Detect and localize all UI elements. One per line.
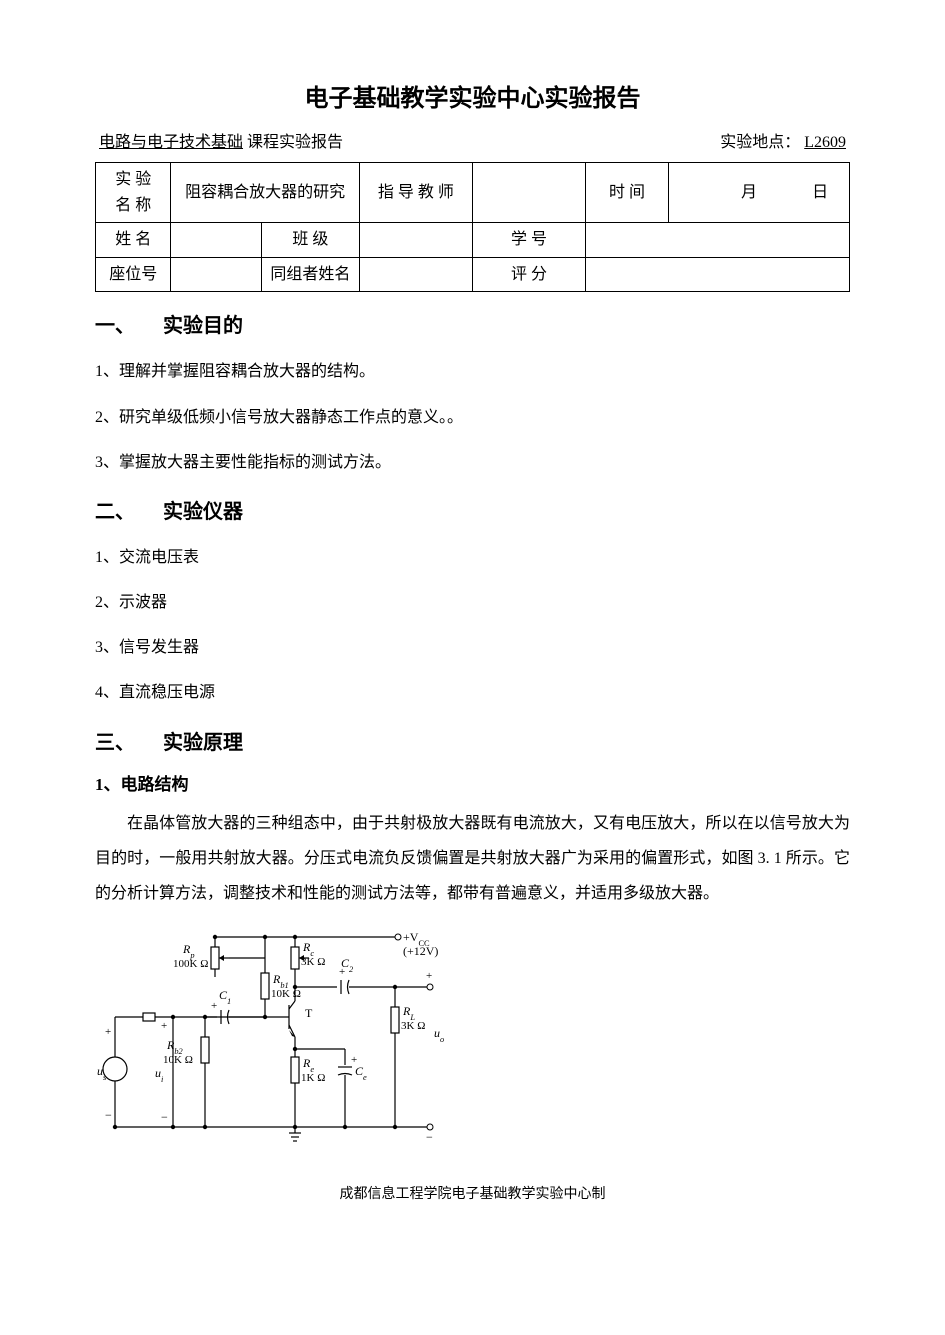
cell-instructor-label: 指 导 教 师 <box>359 162 472 222</box>
s2-item-1: 1、交流电压表 <box>95 540 850 575</box>
svg-text:3K Ω: 3K Ω <box>401 1020 425 1032</box>
svg-text:+: + <box>426 970 432 982</box>
cell-seat-value <box>171 257 261 292</box>
section-3-paragraph: 在晶体管放大器的三种组态中，由于共射极放大器既有电流放大，又有电压放大，所以在以… <box>95 806 850 912</box>
s1-item-1: 1、理解并掌握阻容耦合放大器的结构。 <box>95 354 850 389</box>
report-title: 电子基础教学实验中心实验报告 <box>95 80 850 118</box>
circuit-svg: +VCC(+12V)Rp100K ΩRb110K ΩRc3K ΩT+C2+RL3… <box>95 917 455 1147</box>
section-1-heading: 一、 实验目的 <box>95 310 850 342</box>
svg-text:uo: uo <box>434 1026 444 1044</box>
section-2-num: 二、 <box>95 501 135 523</box>
svg-text:−: − <box>161 1110 168 1124</box>
location-label: 实验地点： <box>720 134 800 151</box>
section-3-num: 三、 <box>95 732 135 754</box>
header-row: 电路与电子技术基础课程实验报告 实验地点：L2609 <box>95 130 850 156</box>
svg-text:(+12V): (+12V) <box>403 944 438 958</box>
section-1-num: 一、 <box>95 315 135 337</box>
section-1-title: 实验目的 <box>163 315 243 337</box>
table-row: 座位号 同组者姓名 评 分 <box>96 257 850 292</box>
course-info: 电路与电子技术基础课程实验报告 <box>95 130 343 156</box>
course-name: 电路与电子技术基础 <box>95 134 247 151</box>
svg-text:Re: Re <box>302 1056 314 1074</box>
cell-name-value <box>171 223 261 258</box>
svg-text:Ce: Ce <box>355 1064 367 1082</box>
month-label: 月 <box>690 180 757 206</box>
s1-item-3: 3、掌握放大器主要性能指标的测试方法。 <box>95 445 850 480</box>
s2-item-2: 2、示波器 <box>95 585 850 620</box>
svg-text:Rp: Rp <box>182 942 195 960</box>
cell-partner-value <box>359 257 472 292</box>
footer-text: 成都信息工程学院电子基础教学实验中心制 <box>95 1184 850 1206</box>
section-3-subheading: 1、电路结构 <box>95 771 850 798</box>
day-label: 日 <box>761 180 828 206</box>
svg-text:RL: RL <box>402 1004 415 1022</box>
svg-text:ui: ui <box>155 1066 164 1084</box>
svg-text:10K Ω: 10K Ω <box>271 988 301 1000</box>
svg-text:T: T <box>305 1006 313 1020</box>
cell-class-label: 班 级 <box>261 223 359 258</box>
table-row: 姓 名 班 级 学 号 <box>96 223 850 258</box>
cell-class-value <box>359 223 472 258</box>
location-info: 实验地点：L2609 <box>720 130 850 156</box>
cell-partner-label: 同组者姓名 <box>261 257 359 292</box>
s1-item-2: 2、研究单级低频小信号放大器静态工作点的意义。。 <box>95 400 850 435</box>
section-2-heading: 二、 实验仪器 <box>95 496 850 528</box>
cell-seat-label: 座位号 <box>96 257 171 292</box>
cell-instructor-value <box>472 162 585 222</box>
section-2-title: 实验仪器 <box>163 501 243 523</box>
svg-text:1K Ω: 1K Ω <box>301 1072 325 1084</box>
svg-text:+: + <box>105 1026 111 1038</box>
location-value: L2609 <box>800 134 850 151</box>
s2-item-3: 3、信号发生器 <box>95 630 850 665</box>
cell-exp-name-value: 阻容耦合放大器的研究 <box>171 162 359 222</box>
svg-text:+: + <box>211 1000 217 1012</box>
cell-id-value <box>586 223 850 258</box>
cell-score-label: 评 分 <box>472 257 585 292</box>
s2-item-4: 4、直流稳压电源 <box>95 675 850 710</box>
svg-text:+: + <box>161 1020 167 1032</box>
table-row: 实 验 名 称 阻容耦合放大器的研究 指 导 教 师 时 间 月 日 <box>96 162 850 222</box>
cell-name-label: 姓 名 <box>96 223 171 258</box>
circuit-diagram: +VCC(+12V)Rp100K ΩRb110K ΩRc3K ΩT+C2+RL3… <box>95 917 850 1156</box>
svg-text:10K Ω: 10K Ω <box>163 1054 193 1066</box>
cell-score-value <box>586 257 850 292</box>
course-suffix: 课程实验报告 <box>247 134 343 151</box>
svg-text:C1: C1 <box>219 988 231 1006</box>
svg-text:100K Ω: 100K Ω <box>173 958 208 970</box>
svg-text:−: − <box>105 1108 112 1122</box>
svg-text:−: − <box>426 1130 433 1144</box>
svg-text:Rc: Rc <box>302 940 314 958</box>
svg-text:Rb2: Rb2 <box>166 1038 183 1056</box>
section-3-heading: 三、 实验原理 <box>95 727 850 759</box>
cell-time-value: 月 日 <box>669 162 850 222</box>
cell-exp-name-label: 实 验 名 称 <box>96 162 171 222</box>
section-3-title: 实验原理 <box>163 732 243 754</box>
info-table: 实 验 名 称 阻容耦合放大器的研究 指 导 教 师 时 间 月 日 姓 名 班… <box>95 162 850 292</box>
svg-text:Rb1: Rb1 <box>272 972 289 990</box>
cell-time-label: 时 间 <box>586 162 669 222</box>
cell-id-label: 学 号 <box>472 223 585 258</box>
